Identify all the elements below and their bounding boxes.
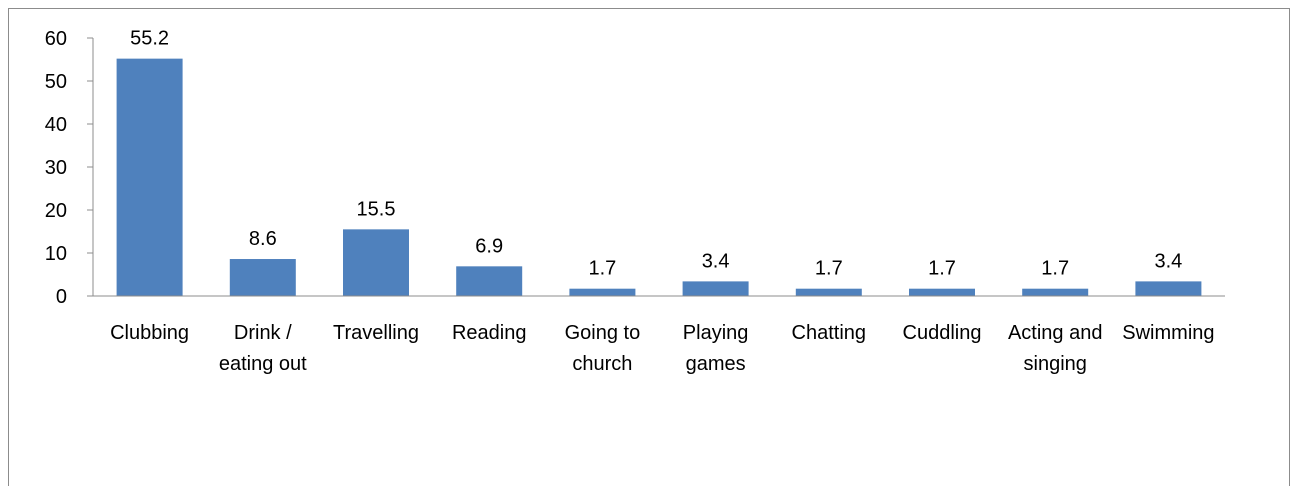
bar bbox=[569, 288, 636, 296]
bar bbox=[229, 259, 296, 296]
bar bbox=[682, 281, 749, 296]
bar bbox=[343, 229, 409, 296]
x-tick-label: Playing bbox=[683, 322, 749, 344]
y-tick-label: 60 bbox=[45, 28, 67, 50]
data-label: 3.4 bbox=[1154, 250, 1182, 272]
bar bbox=[1022, 288, 1089, 296]
data-labels: 55.2 8.6 15.5 6.9 1.7 3.4 1.7 1.7 1.7 3.4 bbox=[130, 28, 1182, 280]
x-tick-label: Cuddling bbox=[903, 322, 982, 344]
x-tick-label: Chatting bbox=[792, 322, 867, 344]
y-tick-label: 20 bbox=[45, 200, 67, 222]
x-tick-label: games bbox=[686, 353, 746, 375]
y-tick-label: 10 bbox=[45, 243, 67, 265]
y-tick-label: 40 bbox=[45, 114, 67, 136]
data-label: 1.7 bbox=[1041, 258, 1069, 280]
bar bbox=[1135, 281, 1202, 296]
x-tick-label: Drink / bbox=[234, 322, 292, 344]
x-tick-label: Travelling bbox=[333, 322, 419, 344]
x-tick-label: Swimming bbox=[1122, 322, 1214, 344]
bars bbox=[116, 58, 1202, 296]
x-tick-label: Going to bbox=[565, 322, 641, 344]
bar bbox=[116, 58, 183, 296]
chart-frame bbox=[8, 8, 1290, 486]
bar bbox=[909, 288, 975, 296]
y-tick-label: 0 bbox=[56, 286, 67, 308]
data-label: 3.4 bbox=[702, 250, 730, 272]
data-label: 15.5 bbox=[357, 198, 396, 220]
x-tick-label: singing bbox=[1024, 353, 1087, 375]
x-tick-label: Reading bbox=[452, 322, 527, 344]
data-label: 1.7 bbox=[588, 258, 616, 280]
data-label: 8.6 bbox=[249, 228, 277, 250]
data-label: 6.9 bbox=[475, 235, 503, 257]
data-label: 1.7 bbox=[928, 258, 956, 280]
bar bbox=[795, 288, 862, 296]
x-tick-label: church bbox=[572, 353, 632, 375]
y-tick-label: 30 bbox=[45, 157, 67, 179]
x-axis: Clubbing Drink / eating out Travelling Readi… bbox=[93, 295, 1225, 375]
data-label: 1.7 bbox=[815, 258, 843, 280]
x-tick-label: eating out bbox=[219, 353, 307, 375]
data-label: 55.2 bbox=[130, 28, 169, 50]
y-axis: 0 10 20 30 40 50 60 bbox=[45, 28, 94, 308]
bar bbox=[456, 266, 523, 296]
x-tick-label: Clubbing bbox=[110, 322, 189, 344]
y-tick-label: 50 bbox=[45, 71, 67, 93]
x-tick-label: Acting and bbox=[1008, 322, 1103, 344]
